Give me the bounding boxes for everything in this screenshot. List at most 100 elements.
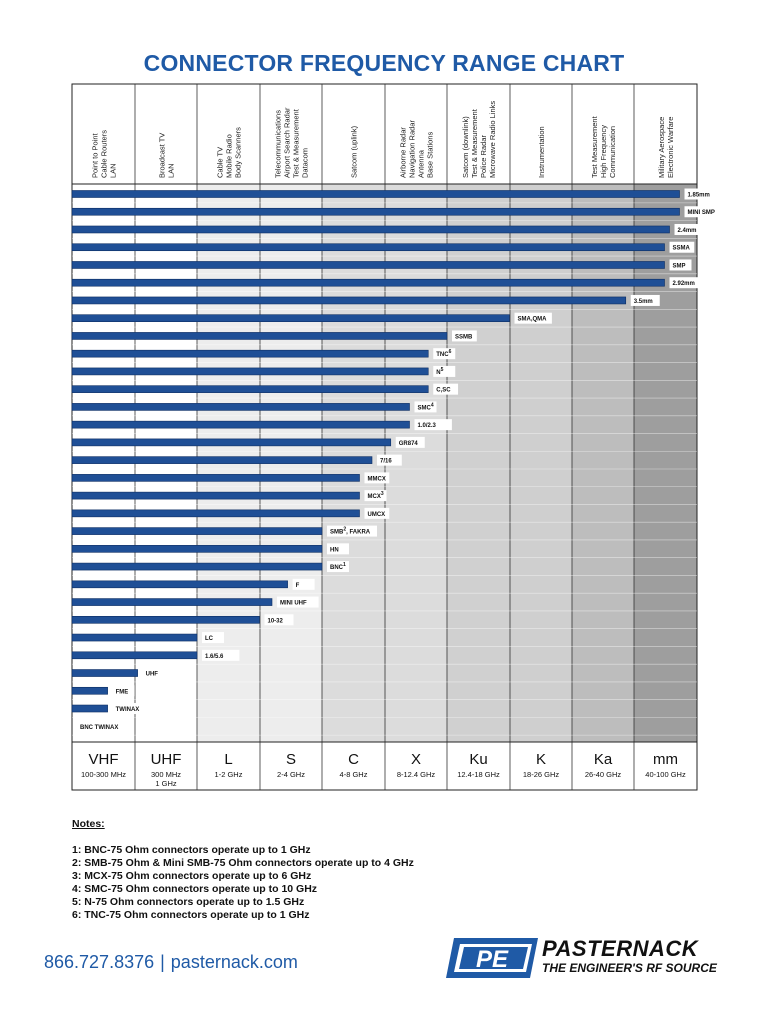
chart-title: CONNECTOR FREQUENCY RANGE CHART — [143, 50, 625, 76]
frequency-range-chart: Point to Point Cable Routers LANVHF100-300… — [71, 83, 715, 791]
band-range-label: 2-4 GHz — [277, 770, 305, 779]
application-label: Broadcast TV — [158, 133, 167, 178]
connector-label-box — [669, 241, 695, 253]
connector-bar — [71, 704, 108, 713]
connector-bar — [71, 598, 273, 606]
connector-label: SMC4 — [418, 402, 434, 411]
phone-number[interactable]: 866.727.8376 — [44, 952, 155, 972]
brand-name: PASTERNACK — [542, 936, 699, 961]
connector-bar — [71, 491, 360, 500]
connector-label-box — [327, 525, 377, 537]
band-label: K — [536, 751, 546, 768]
connector-bar — [71, 616, 260, 624]
connector-label: 1.85mm — [688, 193, 710, 199]
connector-label: TNC6 — [436, 349, 451, 358]
connector-label: F — [296, 583, 300, 589]
connector-label-box — [630, 294, 660, 306]
website-link[interactable]: pasternack.com — [170, 952, 298, 972]
connector-bar — [71, 332, 448, 340]
connector-label-box — [514, 312, 552, 324]
connector-bar — [71, 438, 392, 447]
application-label: Airborne Radar — [399, 127, 408, 178]
band-label: X — [411, 751, 421, 768]
connector-label: SSMB — [455, 334, 473, 340]
connector-label-box — [77, 720, 127, 732]
application-label: Police Radar — [479, 135, 488, 178]
application-label: Satcom (downlink) — [461, 116, 470, 178]
chart-frame — [71, 83, 698, 791]
connector-bar — [71, 367, 429, 376]
note-item: 6: TNC-75 Ohm connectors operate up to 1… — [72, 909, 310, 921]
connector-label-box — [433, 365, 456, 377]
band-label: UHF — [151, 751, 182, 768]
connector-label: SSMA — [673, 246, 691, 252]
connector-label: FME — [116, 689, 129, 695]
connector-bar — [71, 651, 198, 660]
connector-label-box — [377, 454, 402, 466]
application-label: Mobile Radio — [225, 134, 234, 178]
notes-heading: Notes: — [72, 818, 105, 830]
connector-label: TWINAX — [116, 707, 140, 713]
band-label: C — [348, 751, 359, 768]
connector-label: N5 — [436, 367, 443, 376]
application-label: Datacom — [301, 148, 310, 178]
connector-label: GR874 — [399, 441, 419, 447]
connector-label-box — [669, 259, 692, 271]
connector-label-box — [433, 348, 456, 360]
connector-bar — [71, 349, 429, 358]
connector-bar — [71, 420, 410, 429]
application-label: Test & Measurement — [292, 108, 301, 178]
note-item: 3: MCX-75 Ohm connectors operate up to 6… — [72, 870, 312, 882]
connector-label-box — [433, 383, 459, 395]
connector-label-box — [364, 472, 390, 484]
notes-list: 1: BNC-75 Ohm connectors operate up to 1… — [72, 844, 414, 922]
band-label: VHF — [89, 751, 119, 768]
connector-label: 10-32 — [268, 618, 284, 624]
band-label: L — [224, 751, 232, 768]
connector-label-box — [674, 223, 704, 235]
application-label: Test Measurement — [590, 115, 599, 178]
connector-label: 2.4mm — [678, 228, 697, 234]
connector-bar — [71, 509, 360, 518]
connector-label-box — [327, 561, 349, 573]
connector-label-box — [142, 667, 165, 679]
connector-label-box — [452, 330, 477, 342]
band-range-label: 8-12.4 GHz — [397, 770, 436, 779]
band-label: S — [286, 751, 296, 768]
application-label: Navigation Radar — [408, 120, 417, 178]
connector-bar — [71, 296, 627, 305]
connector-bar — [71, 633, 198, 642]
connector-label-box — [112, 703, 146, 715]
band-range-label: 300 MHz — [151, 770, 181, 779]
connector-label-box — [364, 490, 387, 502]
connector-label: BNC1 — [330, 562, 346, 571]
connector-label-box — [264, 614, 294, 626]
connector-label: 7/16 — [380, 459, 392, 465]
connector-bar — [71, 527, 323, 535]
connector-label: MINI UHF — [280, 601, 307, 607]
application-label: LAN — [109, 163, 118, 178]
band-label: Ku — [469, 751, 487, 768]
band-label: mm — [653, 751, 678, 768]
connector-label-box — [364, 507, 390, 519]
connector-bar — [71, 190, 680, 198]
connector-bar — [71, 207, 680, 216]
connector-bar — [71, 261, 665, 269]
connector-label-box — [112, 685, 135, 697]
connector-bar — [71, 385, 429, 393]
connector-label: 1.0/2.3 — [418, 423, 437, 429]
application-label: Telecommunications — [274, 110, 283, 178]
pasternack-logo: PE PASTERNACK THE ENGINEER'S RF SOURCE — [444, 934, 734, 982]
connector-bar — [71, 456, 373, 464]
connector-label: SMP — [673, 263, 686, 269]
band-label: Ka — [594, 751, 613, 768]
application-label: Cable TV — [216, 147, 225, 178]
connector-label: 1.6/5.6 — [205, 654, 224, 660]
footer-contact: 866.727.8376 | pasternack.com — [44, 952, 298, 973]
band-background — [572, 184, 634, 742]
application-label: Satcom (uplink) — [350, 125, 359, 178]
band-background — [634, 184, 697, 742]
connector-label: LC — [205, 636, 214, 642]
connector-label: 2.92mm — [673, 281, 695, 287]
connector-label-box — [414, 401, 437, 413]
